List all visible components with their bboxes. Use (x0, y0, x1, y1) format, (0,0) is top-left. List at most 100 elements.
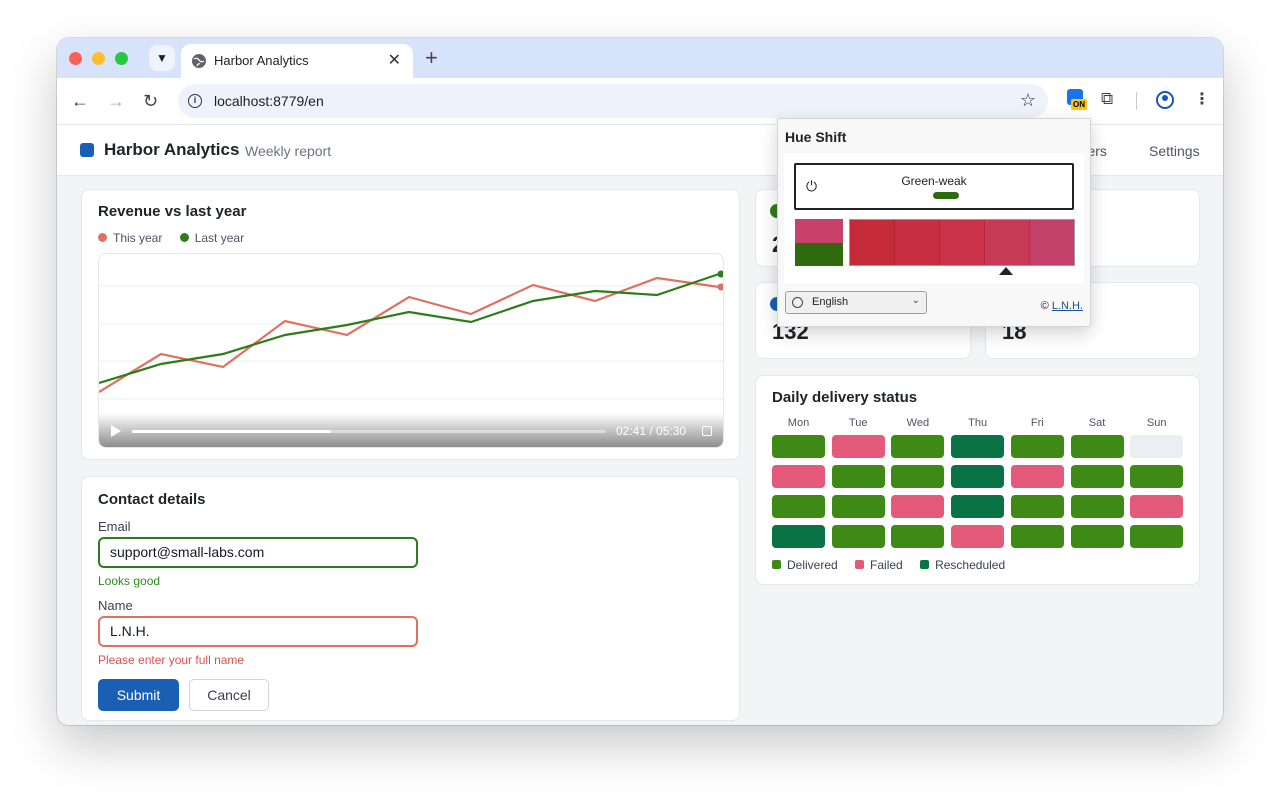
mode-name: Green-weak (901, 174, 967, 188)
bookmark-star-icon[interactable]: ☆ (1019, 90, 1036, 110)
language-select[interactable]: English ⌄ (785, 291, 927, 314)
hue-segment[interactable] (985, 220, 1030, 265)
delivery-cell-delivered[interactable] (1010, 525, 1064, 548)
delivery-cell-delivered[interactable] (831, 465, 885, 488)
url-text[interactable]: localhost:8779/en (214, 93, 324, 109)
legend-this-year-label: This year (113, 231, 163, 245)
delivery-cell-rescheduled[interactable] (772, 525, 825, 548)
hue-shift-popup: Hue Shift ⏻ Green-weak English ⌄ © L.N.H… (777, 118, 1091, 327)
browser-window: ▼ Harbor Analytics ✕ + ← → ↻ i localhost… (57, 38, 1223, 725)
forward-icon[interactable]: → (107, 91, 125, 111)
window-minimize-button[interactable] (92, 52, 105, 65)
play-icon[interactable] (111, 425, 121, 437)
email-label: Email (98, 519, 131, 534)
page-subtitle: Weekly report (245, 143, 332, 159)
delivery-cell-failed[interactable] (1130, 495, 1184, 518)
legend-rescheduled-label: Rescheduled (935, 558, 1006, 572)
chevron-down-icon: ⌄ (911, 295, 920, 306)
legend-failed-label: Failed (870, 558, 903, 572)
window-close-button[interactable] (69, 52, 82, 65)
delivery-cell-delivered[interactable] (772, 435, 825, 458)
name-label: Name (98, 598, 133, 613)
name-error-hint: Please enter your full name (98, 653, 245, 667)
hue-segment[interactable] (850, 220, 895, 265)
delivery-cell-delivered[interactable] (1010, 435, 1064, 458)
delivery-cell-delivered[interactable] (1070, 435, 1124, 458)
hue-strip[interactable] (849, 219, 1075, 266)
delivery-cell-delivered[interactable] (772, 495, 825, 518)
extensions-puzzle-icon[interactable]: ⧉ (1101, 89, 1114, 108)
series-line-this-year (99, 276, 720, 393)
email-field[interactable]: support@small-labs.com (98, 537, 418, 568)
close-tab-icon[interactable]: ✕ (387, 52, 401, 69)
delivery-cell-failed[interactable] (891, 495, 945, 518)
delivery-cell-delivered[interactable] (891, 435, 945, 458)
fullscreen-icon[interactable] (702, 426, 712, 436)
hue-segment[interactable] (1030, 220, 1074, 265)
hue-segment[interactable] (940, 220, 985, 265)
site-info-icon[interactable]: i (188, 94, 202, 108)
power-icon[interactable]: ⏻ (806, 178, 818, 194)
popup-panel: ⏻ Green-weak (784, 153, 1084, 283)
video-progress-bar[interactable] (132, 430, 606, 433)
delivery-cell-delivered[interactable] (1070, 525, 1124, 548)
legend-delivered-label: Delivered (787, 558, 838, 572)
delivery-cell-empty[interactable] (1130, 435, 1184, 458)
day-header-wed: Wed (906, 417, 930, 429)
revenue-video-player[interactable]: 02:41 / 05:30 (98, 253, 724, 448)
brand-logo-icon (80, 143, 94, 157)
submit-button[interactable]: Submit (98, 679, 179, 711)
window-maximize-button[interactable] (115, 52, 128, 65)
delivery-cell-failed[interactable] (1010, 465, 1064, 488)
delivery-cell-failed[interactable] (772, 465, 825, 488)
hue-strip-marker[interactable] (999, 267, 1013, 275)
series-endpoint (717, 283, 723, 291)
delivery-cell-delivered[interactable] (1070, 465, 1124, 488)
tab-search-icon[interactable]: ▼ (149, 45, 175, 71)
delivery-cell-rescheduled[interactable] (951, 495, 1005, 518)
cancel-button[interactable]: Cancel (189, 679, 269, 711)
profile-icon[interactable] (1156, 91, 1174, 109)
hue-segment[interactable] (895, 220, 940, 265)
series-endpoint (717, 270, 723, 278)
language-value: English (812, 296, 849, 308)
address-bar[interactable]: i localhost:8779/en ☆ (178, 84, 1048, 118)
revenue-title: Revenue vs last year (98, 203, 247, 220)
nav-settings-link[interactable]: Settings (1149, 143, 1200, 159)
new-tab-icon[interactable]: + (425, 45, 438, 70)
delivery-cell-delivered[interactable] (831, 525, 885, 548)
extension-badge: ON (1071, 99, 1087, 110)
swatch-shifted (795, 242, 843, 266)
delivery-cell-delivered[interactable] (1130, 525, 1184, 548)
hue-shift-extension-icon[interactable]: ON (1067, 89, 1089, 113)
contact-title: Contact details (98, 491, 206, 508)
day-header-fri: Fri (1030, 417, 1044, 429)
video-progress-fill (132, 430, 332, 433)
delivery-cell-delivered[interactable] (891, 465, 945, 488)
delivery-cell-delivered[interactable] (831, 495, 885, 518)
delivery-cell-rescheduled[interactable] (951, 435, 1005, 458)
legend-delivered-swatch (772, 560, 781, 569)
more-menu-icon[interactable]: ⋮ (1194, 91, 1210, 108)
name-field[interactable]: L.N.H. (98, 616, 418, 647)
copyright-link[interactable]: L.N.H. (1051, 300, 1083, 312)
mode-toggle-button[interactable]: ⏻ Green-weak (794, 163, 1074, 210)
video-controls: 02:41 / 05:30 (99, 413, 723, 447)
globe-icon (192, 54, 206, 68)
browser-tab[interactable]: Harbor Analytics ✕ (181, 44, 413, 78)
toolbar-divider (1136, 92, 1137, 110)
series-line-last-year (99, 272, 720, 385)
legend-failed: Failed (855, 558, 903, 572)
legend-rescheduled-swatch (920, 560, 930, 569)
delivery-cell-failed[interactable] (831, 435, 885, 458)
legend-this-year: This year (98, 231, 162, 245)
reload-icon[interactable]: ↻ (143, 91, 159, 111)
delivery-cell-failed[interactable] (951, 525, 1005, 548)
delivery-status-card: Daily delivery status Mon Tue Wed Thu Fri Sat… (755, 375, 1200, 585)
delivery-cell-delivered[interactable] (1130, 465, 1184, 488)
delivery-cell-delivered[interactable] (1010, 495, 1064, 518)
delivery-cell-rescheduled[interactable] (951, 465, 1005, 488)
back-icon[interactable]: ← (71, 91, 89, 111)
delivery-cell-delivered[interactable] (891, 525, 945, 548)
delivery-cell-delivered[interactable] (1070, 495, 1124, 518)
